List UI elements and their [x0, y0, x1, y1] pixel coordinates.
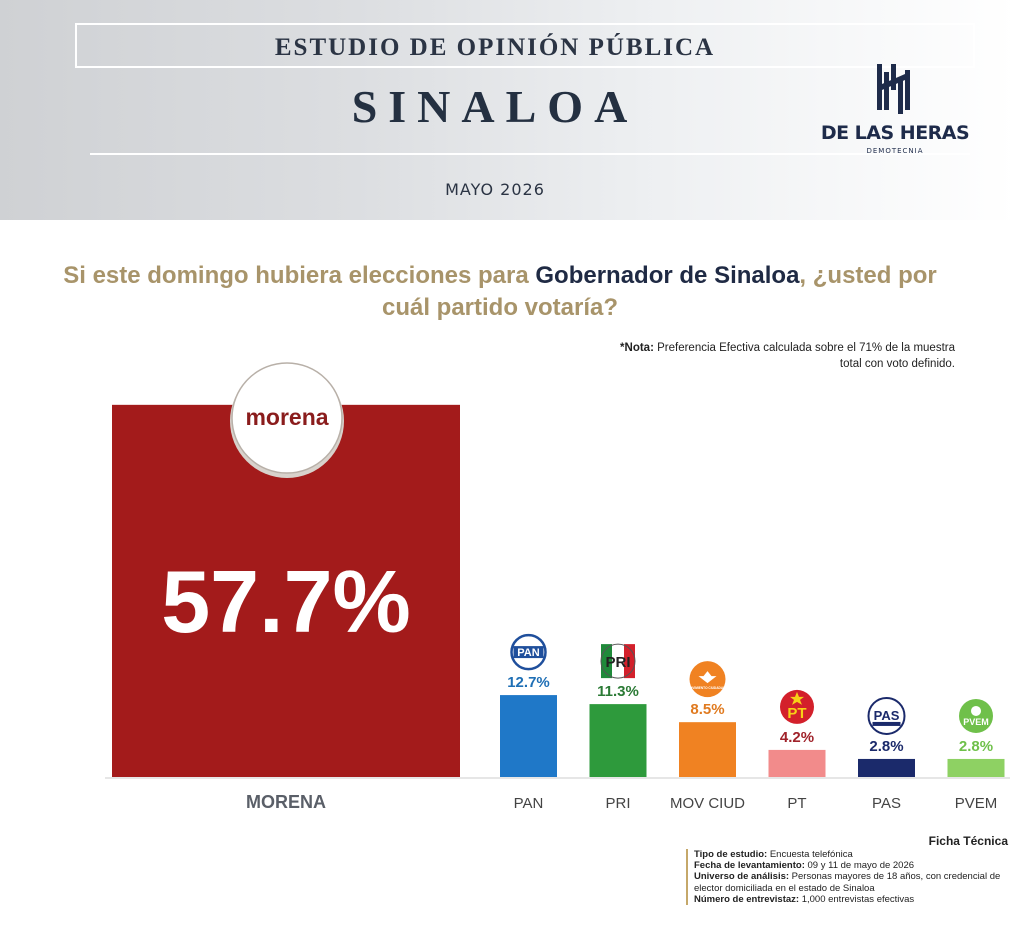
- category-label: PAS: [872, 795, 901, 812]
- ficha-tecnica: Tipo de estudio: Encuesta telefónica Fec…: [686, 849, 1016, 906]
- logo-name: DE LAS HERAS: [820, 122, 970, 144]
- value-label: 11.3%: [597, 683, 639, 700]
- ficha-row: Tipo de estudio: Encuesta telefónica: [694, 849, 1016, 860]
- value-label: 4.2%: [780, 729, 814, 746]
- bar-pvem: [947, 758, 1005, 777]
- header-frame-bottom: [90, 153, 970, 155]
- ficha-row: Universo de análisis: Personas mayores d…: [694, 871, 1016, 893]
- pt-logo-icon: [780, 689, 814, 724]
- pri-logo-icon-white: [612, 644, 624, 679]
- value-label: 2.8%: [869, 738, 903, 755]
- category-label: PAN: [514, 795, 544, 812]
- logo-text: PAS: [874, 708, 900, 723]
- bar-pt: [768, 749, 826, 777]
- logo-subtitle: DEMOTECNIA: [866, 147, 924, 155]
- logo-text: PRI: [605, 654, 630, 671]
- logo-text: MOVIMIENTO CIUDADANO: [687, 686, 728, 690]
- ficha-row-value: 1,000 entrevistas efectivas: [799, 893, 915, 905]
- report-header: ESTUDIO DE OPINIÓN PÚBLICA SINALOA MAYO …: [0, 0, 1016, 220]
- ficha-row-label: Universo de análisis:: [694, 871, 790, 883]
- bar-pas: [858, 758, 915, 777]
- ficha-row-label: Fecha de levantamiento:: [694, 860, 805, 872]
- ficha-row: Número de entrevistaz: 1,000 entrevistas…: [694, 894, 1016, 905]
- pri-logo-icon-red: [624, 644, 635, 679]
- study-date: MAYO 2026: [445, 180, 545, 199]
- pvem-logo-icon-toucan: [971, 705, 981, 716]
- study-supertitle: ESTUDIO DE OPINIÓN PÚBLICA: [274, 34, 716, 61]
- value-label: 8.5%: [690, 701, 724, 718]
- logo-text: PVEM: [963, 717, 989, 727]
- movimiento-ciudadano-logo-icon-eagle: [698, 671, 717, 684]
- de-las-heras-logo: DE LAS HERAS DEMOTECNIA: [820, 60, 970, 160]
- pt-logo-icon-star: [790, 691, 804, 705]
- ficha-title: Ficha Técnica: [928, 834, 1008, 848]
- bar-mov-ciud: [679, 722, 736, 777]
- bar-pri: [589, 704, 647, 777]
- study-title: SINALOA: [351, 81, 639, 132]
- ficha-row-label: Número de entrevistaz:: [694, 893, 800, 905]
- logo-text: PAN: [517, 647, 539, 659]
- ficha-row-label: Tipo de estudio:: [694, 849, 768, 860]
- header-frame-mid: [75, 66, 975, 68]
- logo-text: PT: [787, 705, 806, 722]
- ficha-row: Fecha de levantamiento: 09 y 11 de mayo …: [694, 860, 1016, 871]
- category-label: MORENA: [246, 792, 326, 812]
- morena-logo-icon: [231, 362, 343, 474]
- header-frame-left: [75, 23, 77, 67]
- category-label: MOV CIUD: [670, 795, 745, 812]
- logo-text: morena: [245, 404, 328, 430]
- de-las-heras-mark-icon: [877, 64, 910, 114]
- pri-logo-icon: [601, 644, 612, 679]
- note-text: Preferencia Efectiva calculada sobre el …: [653, 342, 955, 370]
- header-frame-top: [75, 23, 975, 25]
- bar-pan: [500, 695, 557, 777]
- question-part-2: , ¿usted por cuál partido votaría?: [381, 262, 937, 321]
- question-part-1: Si este domingo hubiera elecciones para: [63, 262, 536, 289]
- note-label: *Nota:: [620, 342, 654, 354]
- pas-logo-icon-band: [872, 721, 901, 726]
- survey-question: Si este domingo hubiera elecciones para …: [60, 260, 940, 324]
- value-label: 2.8%: [959, 738, 993, 755]
- ficha-row-value: 09 y 11 de mayo de 2026: [804, 860, 915, 872]
- pan-logo-icon-band: [513, 646, 544, 659]
- value-label: 12.7%: [507, 674, 550, 691]
- ficha-row-value: Personas mayores de 18 años, con credenc…: [694, 871, 1001, 894]
- header-frame-right: [973, 23, 975, 67]
- question-emphasis: Gobernador de Sinaloa: [535, 262, 800, 289]
- category-label: PT: [787, 795, 806, 812]
- category-label: PRI: [605, 795, 630, 812]
- ficha-row-value: Encuesta telefónica: [767, 849, 853, 860]
- pri-logo-icon-ring: [600, 643, 636, 679]
- methodology-note: *Nota: Preferencia Efectiva calculada so…: [600, 340, 955, 372]
- value-label: 57.7%: [161, 552, 411, 651]
- category-label: PVEM: [955, 795, 998, 812]
